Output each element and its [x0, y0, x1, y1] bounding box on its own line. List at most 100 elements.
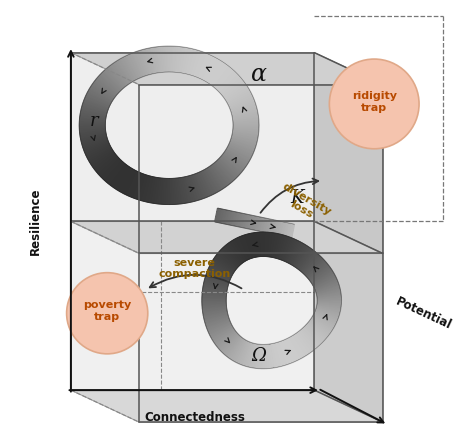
Polygon shape — [132, 53, 142, 77]
Polygon shape — [218, 252, 237, 268]
Polygon shape — [314, 276, 335, 287]
Polygon shape — [261, 218, 264, 231]
Polygon shape — [308, 262, 326, 278]
Polygon shape — [300, 252, 315, 270]
Polygon shape — [232, 133, 258, 138]
Polygon shape — [276, 343, 283, 366]
Polygon shape — [220, 157, 240, 174]
Polygon shape — [267, 233, 269, 256]
Polygon shape — [292, 336, 304, 357]
Polygon shape — [234, 212, 237, 226]
Polygon shape — [282, 341, 292, 363]
Polygon shape — [277, 235, 285, 258]
Polygon shape — [310, 265, 329, 280]
Polygon shape — [149, 48, 154, 74]
Polygon shape — [265, 219, 268, 232]
Polygon shape — [97, 78, 117, 95]
Polygon shape — [152, 178, 157, 203]
Polygon shape — [207, 61, 222, 83]
Polygon shape — [209, 267, 231, 278]
Polygon shape — [129, 54, 140, 78]
Polygon shape — [302, 329, 318, 347]
Polygon shape — [190, 175, 198, 200]
Polygon shape — [218, 209, 221, 222]
Polygon shape — [219, 251, 238, 267]
Polygon shape — [228, 91, 250, 104]
Polygon shape — [87, 93, 110, 105]
Polygon shape — [206, 274, 229, 283]
Polygon shape — [300, 252, 316, 271]
Polygon shape — [218, 159, 237, 178]
Polygon shape — [205, 169, 219, 191]
Polygon shape — [164, 178, 166, 204]
Polygon shape — [260, 344, 261, 369]
Polygon shape — [244, 343, 252, 366]
Polygon shape — [243, 214, 246, 227]
Polygon shape — [219, 251, 238, 267]
Polygon shape — [205, 59, 218, 81]
Polygon shape — [195, 174, 204, 198]
Polygon shape — [80, 115, 105, 119]
Polygon shape — [233, 116, 258, 120]
Polygon shape — [184, 48, 190, 74]
Polygon shape — [194, 52, 203, 76]
Polygon shape — [86, 145, 110, 157]
Polygon shape — [208, 321, 230, 331]
Polygon shape — [274, 234, 279, 258]
Polygon shape — [211, 326, 232, 338]
Polygon shape — [283, 222, 286, 236]
Polygon shape — [236, 212, 239, 226]
Polygon shape — [155, 47, 159, 73]
Polygon shape — [227, 148, 249, 162]
Polygon shape — [296, 333, 310, 353]
Polygon shape — [183, 177, 189, 203]
Polygon shape — [273, 221, 276, 234]
Polygon shape — [115, 167, 130, 189]
Polygon shape — [103, 160, 121, 179]
Polygon shape — [255, 233, 258, 257]
Polygon shape — [193, 175, 202, 199]
Polygon shape — [234, 240, 246, 261]
Polygon shape — [233, 240, 246, 261]
Polygon shape — [230, 339, 244, 359]
Polygon shape — [80, 114, 105, 119]
Polygon shape — [214, 258, 234, 272]
Polygon shape — [228, 93, 251, 105]
Polygon shape — [299, 251, 314, 270]
Polygon shape — [273, 234, 278, 257]
Polygon shape — [250, 344, 256, 367]
Polygon shape — [117, 60, 132, 83]
Polygon shape — [226, 337, 241, 356]
Polygon shape — [302, 329, 318, 347]
Polygon shape — [229, 212, 233, 225]
Polygon shape — [82, 107, 107, 114]
Polygon shape — [182, 178, 188, 203]
Polygon shape — [213, 163, 230, 184]
Polygon shape — [196, 53, 206, 77]
Polygon shape — [97, 77, 117, 95]
Polygon shape — [268, 219, 272, 233]
Polygon shape — [229, 339, 244, 359]
Polygon shape — [288, 242, 300, 263]
Polygon shape — [285, 223, 289, 237]
Polygon shape — [210, 324, 231, 335]
Polygon shape — [150, 48, 155, 73]
Polygon shape — [207, 273, 229, 282]
Polygon shape — [162, 46, 165, 72]
Polygon shape — [79, 126, 105, 127]
Polygon shape — [282, 237, 291, 260]
Polygon shape — [124, 171, 136, 194]
Polygon shape — [275, 235, 282, 258]
Polygon shape — [299, 331, 314, 350]
Polygon shape — [130, 54, 141, 78]
Polygon shape — [89, 148, 112, 162]
Polygon shape — [226, 150, 247, 165]
Polygon shape — [81, 108, 106, 115]
Polygon shape — [270, 344, 274, 368]
Polygon shape — [99, 75, 118, 93]
Polygon shape — [170, 179, 171, 204]
Polygon shape — [225, 86, 247, 100]
Polygon shape — [232, 108, 257, 115]
Polygon shape — [247, 215, 250, 228]
Polygon shape — [222, 335, 239, 353]
